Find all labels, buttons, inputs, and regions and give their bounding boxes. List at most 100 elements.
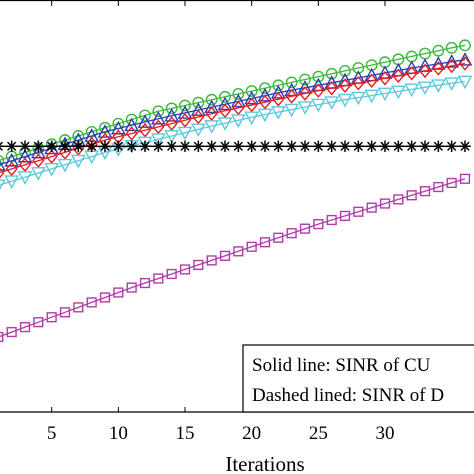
series-2-point xyxy=(30,144,46,159)
series-6-point xyxy=(219,250,231,261)
series-1-point xyxy=(272,79,285,92)
series-3-point xyxy=(152,119,165,135)
series-5-point xyxy=(19,140,31,152)
series-4-point xyxy=(177,126,193,141)
series-5-point xyxy=(0,141,5,151)
series-5-point xyxy=(5,140,18,152)
series-2-point xyxy=(257,87,273,102)
series-6-point xyxy=(153,273,164,284)
series-2-point xyxy=(137,114,153,128)
x-tick-label: 25 xyxy=(309,423,328,444)
series-3-point xyxy=(125,126,138,141)
series-layer xyxy=(0,39,473,343)
series-6-point xyxy=(406,190,417,201)
series-1-point xyxy=(205,93,218,106)
legend-frame xyxy=(242,344,474,413)
series-4-point xyxy=(350,91,366,106)
x-axis-title: Iterations xyxy=(225,452,304,474)
series-3-point xyxy=(445,58,458,74)
series-4-triangle-down xyxy=(0,75,473,191)
legend-box: Solid line: SINR of CU Dashed lined: SIN… xyxy=(242,344,474,413)
series-2-point xyxy=(270,85,286,99)
series-6-point xyxy=(366,202,377,213)
series-5-point xyxy=(285,140,298,152)
series-3-point xyxy=(458,56,472,71)
series-3-point xyxy=(218,103,232,119)
series-5-point xyxy=(299,140,311,152)
series-1-point xyxy=(0,155,5,167)
series-5-point xyxy=(259,140,271,152)
series-6-point xyxy=(206,255,217,266)
series-6-point xyxy=(339,210,351,221)
series-2-point xyxy=(190,102,206,116)
series-6-point xyxy=(6,326,17,338)
series-3-point xyxy=(365,73,378,89)
series-2-point xyxy=(444,54,460,68)
series-4-point xyxy=(217,117,233,131)
series-2-point xyxy=(97,124,113,138)
series-1-point xyxy=(445,41,458,54)
series-2-point xyxy=(164,108,180,122)
series-3-point xyxy=(18,157,32,173)
series-1-point xyxy=(259,82,271,95)
series-4-point xyxy=(70,154,86,169)
series-5-point xyxy=(139,140,151,152)
series-5-point xyxy=(459,140,471,152)
series-5-point xyxy=(405,140,418,152)
legend-entry-solid: Solid line: SINR of CU xyxy=(252,355,431,376)
series-3-point xyxy=(418,63,432,79)
series-5-point xyxy=(339,140,351,152)
series-5-point xyxy=(445,140,458,152)
series-3-point xyxy=(298,86,312,101)
series-3-point xyxy=(405,66,418,81)
series-2-point xyxy=(430,56,446,70)
series-4-point xyxy=(310,98,326,113)
series-5-point xyxy=(365,140,378,152)
x-tick-label: 5 xyxy=(47,423,57,444)
x-tick-label: 20 xyxy=(242,423,261,444)
series-1-point xyxy=(219,90,231,103)
series-6-point xyxy=(86,297,97,308)
series-5-point xyxy=(205,140,218,152)
series-2-point xyxy=(457,52,473,66)
series-3-point xyxy=(165,116,178,131)
series-2-point xyxy=(217,96,233,111)
series-6-point xyxy=(246,241,257,252)
series-5-point xyxy=(165,140,178,152)
series-3-point xyxy=(232,100,245,116)
series-2-point xyxy=(0,160,6,171)
series-5-point xyxy=(59,140,71,152)
series-5-point xyxy=(32,140,45,152)
series-2-point xyxy=(124,117,140,132)
series-6-point xyxy=(33,317,44,328)
series-1-point xyxy=(459,39,471,52)
series-4-point xyxy=(404,83,420,98)
series-3-point xyxy=(392,68,405,84)
series-5-point xyxy=(392,140,405,152)
series-4-point xyxy=(457,75,473,90)
series-5-point xyxy=(85,140,98,152)
series-4-point xyxy=(444,77,460,91)
series-1-point xyxy=(325,67,338,80)
series-3-point xyxy=(138,122,152,138)
series-2-point xyxy=(244,90,260,105)
series-3-point xyxy=(192,109,205,125)
series-6-point xyxy=(139,277,151,289)
series-6-point xyxy=(419,186,431,197)
series-2-point xyxy=(230,93,246,108)
series-6-point xyxy=(166,268,177,280)
series-6-point xyxy=(259,237,271,248)
series-1-point xyxy=(152,105,165,118)
series-3-point xyxy=(325,80,338,96)
series-6-point xyxy=(393,194,404,205)
series-1-point xyxy=(139,109,151,122)
series-6-point xyxy=(313,219,324,230)
series-4-point xyxy=(324,96,340,110)
series-3-diamond xyxy=(0,56,472,179)
series-1-point xyxy=(339,64,351,77)
series-4-line xyxy=(0,80,466,186)
series-6-point xyxy=(99,292,111,303)
series-3-point xyxy=(258,94,272,110)
series-3-point xyxy=(378,70,392,86)
series-2-point xyxy=(284,82,300,97)
